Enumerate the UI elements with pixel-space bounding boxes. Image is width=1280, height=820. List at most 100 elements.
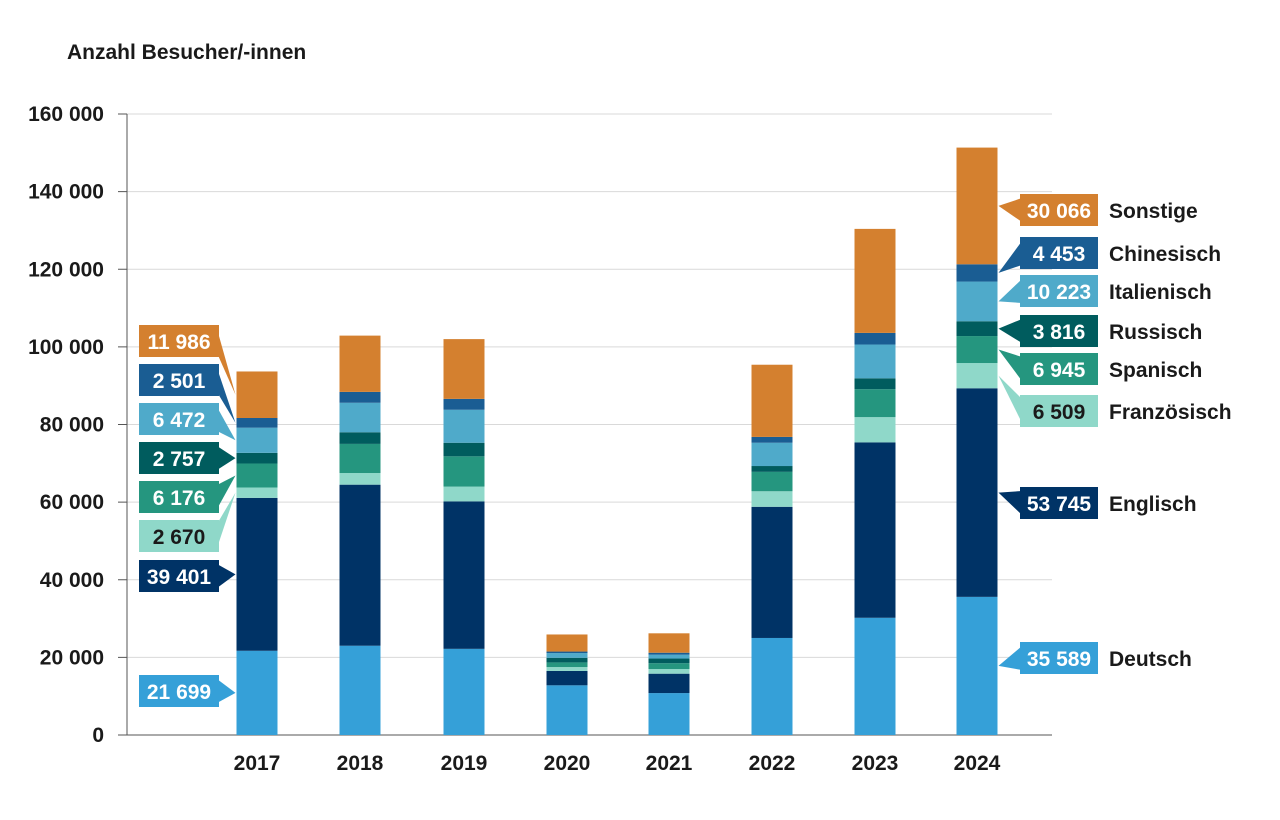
bar-segment-2022-sonstige [751, 364, 793, 437]
bar-segment-2023-russisch [854, 378, 896, 390]
value-label-2024-italienisch: 10 223 Italienisch [998, 275, 1212, 307]
label-pointer [998, 375, 1022, 423]
label-value: 11 986 [147, 331, 210, 354]
label-value: 6 176 [153, 487, 206, 510]
right-value-labels: 30 066 Sonstige 4 453 Chinesisch 10 223 Itali… [998, 194, 1232, 674]
value-label-2017-sonstige: 11 986 [139, 325, 236, 395]
bar-segment-2018-sonstige [339, 335, 381, 392]
bar-segment-2017-sonstige [236, 371, 278, 418]
bar-segment-2024-spanisch [956, 336, 998, 364]
value-label-2017-italienisch: 6 472 [139, 403, 236, 441]
bar-segment-2020-spanisch [546, 662, 588, 668]
bar-segment-2024-chinesisch [956, 264, 998, 282]
label-box [139, 442, 219, 474]
bars [236, 147, 998, 735]
label-box [1020, 353, 1098, 385]
bar-segment-2017-französisch [236, 487, 278, 498]
gridlines [127, 113, 1052, 658]
bar-segment-2023-chinesisch [854, 332, 896, 345]
bar-segment-2019-französisch [443, 486, 485, 502]
series-name-französisch: Französisch [1109, 401, 1232, 424]
bar-segment-2024-deutsch [956, 596, 998, 735]
value-label-2017-englisch: 39 401 [139, 560, 236, 592]
label-value: 4 453 [1033, 243, 1086, 266]
bar-segment-2017-englisch [236, 497, 278, 651]
bar-segment-2023-deutsch [854, 617, 896, 735]
value-label-2017-französisch: 2 670 [139, 492, 236, 552]
value-label-2017-spanisch: 6 176 [139, 475, 236, 513]
label-box [139, 520, 219, 552]
label-box [139, 364, 219, 396]
x-tick-label: 2019 [441, 752, 488, 775]
bar-segment-2022-englisch [751, 506, 793, 638]
bar-segment-2017-chinesisch [236, 417, 278, 428]
bar-segment-2021-chinesisch [648, 652, 690, 655]
bar-segment-2023-französisch [854, 417, 896, 443]
bar-segment-2023-englisch [854, 442, 896, 618]
bar-segment-2018-italienisch [339, 402, 381, 433]
series-name-italienisch: Italienisch [1109, 281, 1212, 304]
bar-segment-2019-spanisch [443, 456, 485, 487]
bar-segment-2020-chinesisch [546, 651, 588, 654]
bar-segment-2022-spanisch [751, 471, 793, 492]
bar-segment-2022-französisch [751, 491, 793, 507]
bar-segment-2021-spanisch [648, 663, 690, 670]
bar-segment-2017-italienisch [236, 427, 278, 453]
label-pointer [217, 564, 236, 588]
bar-segment-2023-spanisch [854, 389, 896, 418]
bar-segment-2019-deutsch [443, 648, 485, 735]
bar-segment-2022-italienisch [751, 442, 793, 467]
y-tick-label: 20 000 [40, 646, 104, 669]
bar-segment-2021-französisch [648, 669, 690, 674]
series-name-deutsch: Deutsch [1109, 648, 1192, 671]
y-tick-label: 120 000 [28, 258, 104, 281]
y-axis-title: Anzahl Besucher/-innen [67, 41, 306, 64]
label-value: 6 945 [1033, 359, 1086, 382]
bar-segment-2020-russisch [546, 657, 588, 663]
value-label-2017-chinesisch: 2 501 [139, 364, 236, 423]
value-label-2024-sonstige: 30 066 Sonstige [998, 194, 1198, 226]
label-box [139, 675, 219, 707]
label-pointer [998, 646, 1022, 670]
bar-segment-2017-russisch [236, 452, 278, 464]
label-pointer [217, 679, 236, 703]
bar-segment-2024-sonstige [956, 147, 998, 265]
left-value-labels: 11 986 2 501 6 472 2 757 6 176 2 670 39 401 21 … [139, 325, 236, 707]
x-tick-label: 2021 [646, 752, 693, 775]
bar-segment-2017-deutsch [236, 650, 278, 735]
label-box [1020, 395, 1098, 427]
value-label-2024-russisch: 3 816 Russisch [998, 315, 1202, 347]
bar-segment-2020-italienisch [546, 653, 588, 658]
label-value: 3 816 [1033, 321, 1086, 344]
label-pointer [217, 407, 236, 441]
bar-segment-2020-sonstige [546, 634, 588, 652]
bar-segment-2018-deutsch [339, 645, 381, 735]
x-tick-label: 2018 [337, 752, 384, 775]
label-pointer [998, 279, 1022, 303]
value-label-2024-spanisch: 6 945 Spanisch [998, 349, 1202, 385]
x-tick-label: 2017 [234, 752, 281, 775]
y-tick-label: 160 000 [28, 103, 104, 126]
series-name-spanisch: Spanisch [1109, 359, 1202, 382]
bar-segment-2021-russisch [648, 658, 690, 664]
bar-segment-2017-spanisch [236, 463, 278, 488]
label-value: 53 745 [1027, 493, 1092, 516]
bar-segment-2019-englisch [443, 501, 485, 649]
series-name-sonstige: Sonstige [1109, 200, 1198, 223]
label-value: 2 501 [153, 370, 206, 393]
bar-segment-2020-englisch [546, 670, 588, 686]
label-value: 6 472 [153, 409, 206, 432]
bar-segment-2024-italienisch [956, 281, 998, 322]
bar-segment-2018-spanisch [339, 443, 381, 474]
label-box [1020, 194, 1098, 226]
y-axis: 0 20 000 40 000 60 000 80 000 100 000 120 000 1… [28, 103, 1052, 747]
label-pointer [217, 368, 236, 423]
x-axis: 2017 2018 2019 2020 2021 2022 2023 2024 [234, 752, 1001, 775]
label-value: 2 670 [153, 526, 206, 549]
label-pointer [217, 446, 236, 470]
label-box [139, 481, 219, 513]
label-value: 30 066 [1027, 200, 1091, 223]
bar-segment-2018-russisch [339, 432, 381, 444]
label-box [1020, 487, 1098, 519]
label-pointer [998, 319, 1022, 343]
